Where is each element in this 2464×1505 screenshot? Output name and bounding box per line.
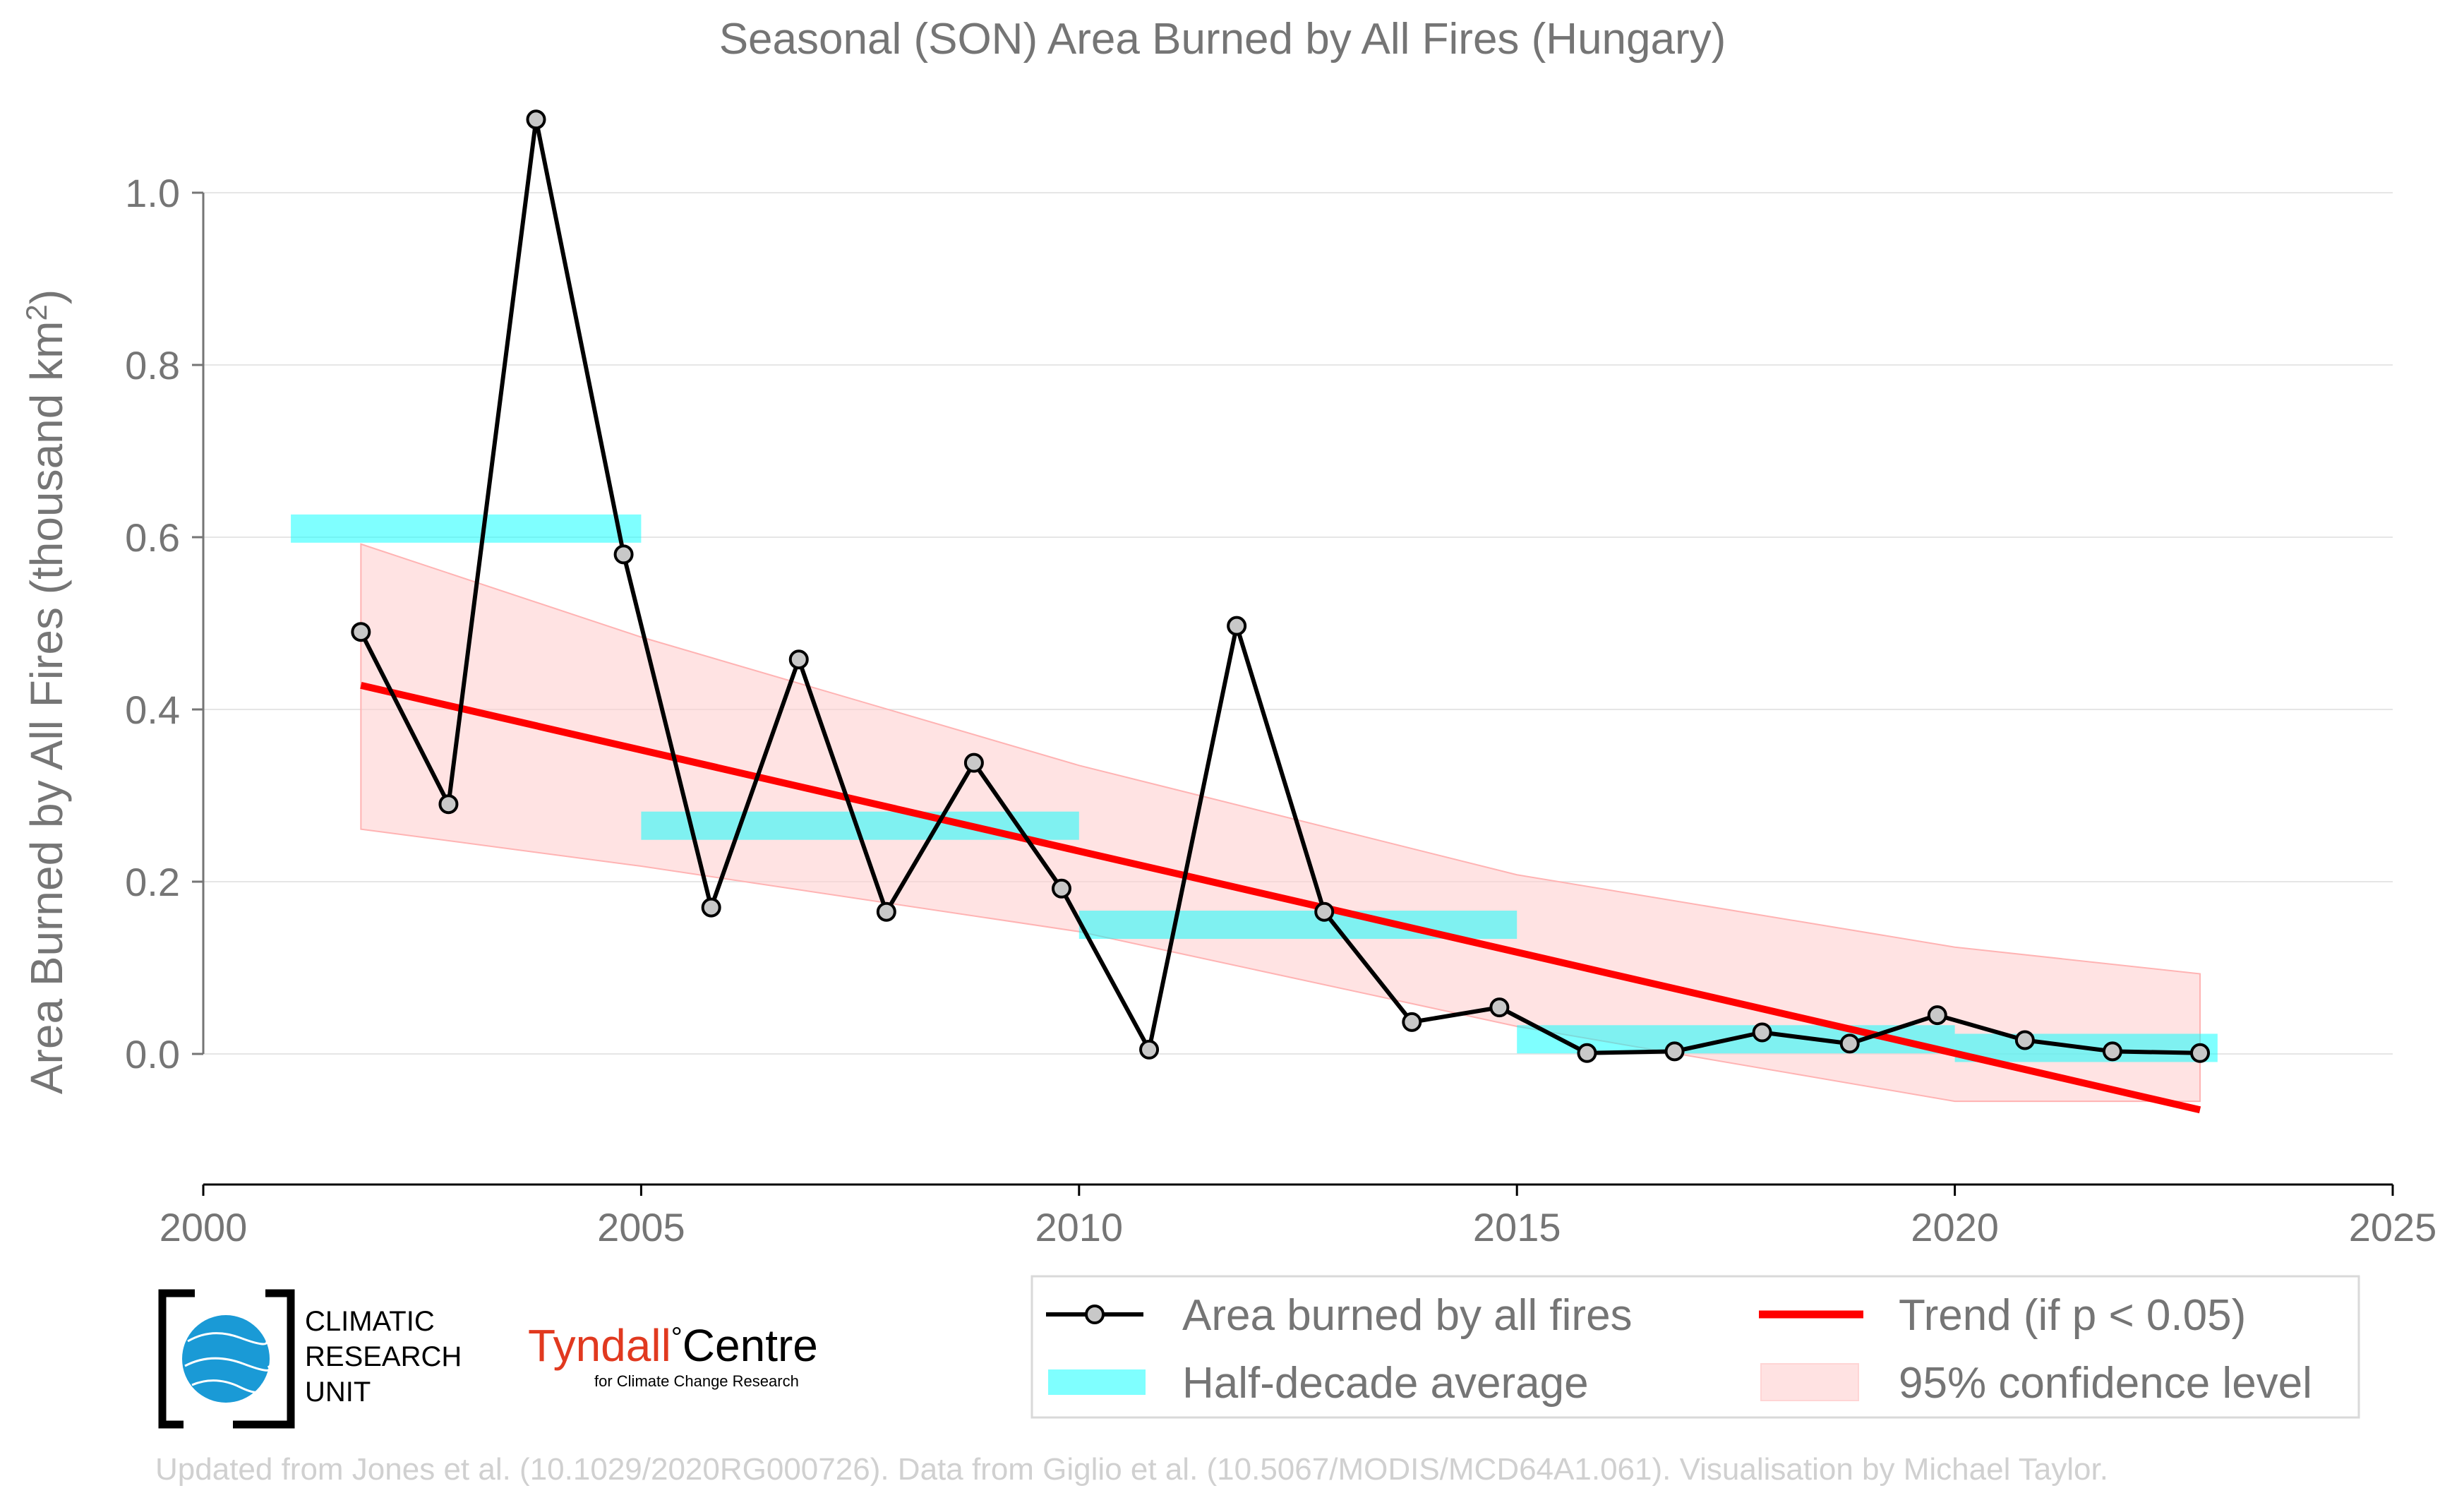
data-point-17	[1839, 1033, 1860, 1054]
tyndall-word2: Centre	[683, 1320, 818, 1371]
data-point-15	[1664, 1041, 1685, 1062]
data-point-18	[1927, 1005, 1947, 1026]
data-point-14	[1577, 1043, 1597, 1063]
legend-item-area: Area burned by all fires	[1046, 1291, 1633, 1340]
data-point-4	[701, 897, 721, 918]
x-tick-label-1: 2005	[597, 1205, 685, 1249]
legend-item-trend: Trend (if p < 0.05)	[1759, 1291, 2246, 1340]
legend-swatch-halfdecade	[1048, 1369, 1146, 1395]
data-point-21	[2190, 1043, 2211, 1063]
trend-line	[360, 681, 2201, 1114]
legend-label-confidence: 95% confidence level	[1899, 1359, 2312, 1408]
data-point-6	[876, 901, 896, 922]
legend-label-halfdecade: Half-decade average	[1182, 1359, 1589, 1408]
data-point-3	[613, 544, 634, 565]
y-axis-label: Area Burned by All Fires (thousand km2)	[20, 289, 72, 1094]
data-point-5	[788, 649, 809, 670]
x-axis: 2000 2005 2010 2015 2020 2025	[160, 1183, 2437, 1249]
y-tick-label-2: 0.4	[125, 688, 180, 732]
tyndall-subtitle: for Climate Change Research	[594, 1372, 799, 1390]
cru-text-line3: UNIT	[305, 1377, 371, 1408]
y-axis-label-end: )	[21, 289, 72, 304]
confidence-band	[360, 543, 2201, 1103]
data-point-11	[1314, 901, 1335, 922]
data-point-1	[438, 794, 459, 815]
legend: Area burned by all fires Trend (if p < 0…	[1030, 1275, 2360, 1419]
tyndall-wordmark: Tyndall°Centre	[528, 1320, 818, 1371]
x-tick-label-2: 2010	[1035, 1205, 1124, 1249]
y-tick-label-5: 1.0	[125, 171, 180, 215]
data-point-12	[1402, 1012, 1422, 1032]
cru-text-line2: RESEARCH	[305, 1341, 462, 1372]
legend-label-area: Area burned by all fires	[1182, 1291, 1633, 1340]
cru-logo-frame-left	[158, 1289, 195, 1429]
data-point-19	[2014, 1030, 2035, 1050]
y-axis: 0.0 0.2 0.4 0.6 0.8 1.0	[125, 171, 205, 1077]
globe-contour-2	[184, 1357, 271, 1372]
data-point-0	[351, 622, 371, 642]
x-tick-label-3: 2015	[1473, 1205, 1561, 1249]
legend-item-confidence: 95% confidence level	[1760, 1359, 2312, 1408]
data-point-7	[963, 752, 984, 773]
confidence-area	[360, 543, 2201, 1103]
globe-contour-1	[187, 1332, 268, 1345]
half-decade-bar-0	[291, 514, 642, 543]
tyndall-degree: °	[671, 1322, 683, 1353]
credit-line: Updated from Jones et al. (10.1029/2020R…	[155, 1452, 2108, 1487]
data-series-group	[351, 109, 2211, 1063]
y-tick-label-3: 0.6	[125, 515, 180, 560]
y-tick-label-4: 0.8	[125, 343, 180, 388]
cru-logo-frame-right	[233, 1289, 295, 1429]
y-axis-label-main: Area Burned by All Fires (thousand km	[21, 321, 72, 1095]
data-point-20	[2102, 1041, 2122, 1062]
legend-item-halfdecade: Half-decade average	[1048, 1359, 1589, 1408]
y-tick-label-0: 0.0	[125, 1032, 180, 1077]
series-line	[359, 117, 2201, 1055]
trend-line-group	[360, 681, 2201, 1114]
cru-logo: CLIMATIC RESEARCH UNIT	[158, 1289, 462, 1429]
chart-title: Seasonal (SON) Area Burned by All Fires …	[719, 15, 1726, 64]
tyndall-word1: Tyndall	[528, 1320, 671, 1371]
legend-swatch-marker	[1085, 1305, 1105, 1324]
y-tick-label-1: 0.2	[125, 860, 180, 904]
data-point-8	[1051, 878, 1071, 899]
x-tick-label-4: 2020	[1911, 1205, 1999, 1249]
data-point-2	[526, 109, 546, 130]
data-point-10	[1227, 616, 1247, 636]
cru-text-line1: CLIMATIC	[305, 1306, 435, 1337]
globe-contour-3	[191, 1379, 264, 1393]
y-axis-label-sup: 2	[20, 304, 53, 320]
tyndall-logo: Tyndall°Centre for Climate Change Resear…	[528, 1320, 818, 1390]
data-point-9	[1139, 1039, 1160, 1060]
legend-label-trend: Trend (if p < 0.05)	[1899, 1291, 2246, 1340]
legend-swatch-confidence	[1760, 1363, 1859, 1401]
data-point-16	[1752, 1022, 1772, 1043]
x-tick-label-0: 2000	[160, 1205, 248, 1249]
data-point-13	[1489, 997, 1510, 1018]
x-tick-label-5: 2025	[2349, 1205, 2437, 1249]
legend-frame	[1030, 1275, 2360, 1419]
